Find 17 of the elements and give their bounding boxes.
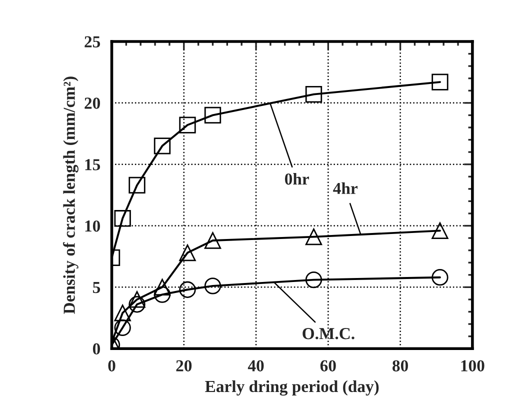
y-tick-label: 0 bbox=[92, 343, 100, 355]
x-tick-label: 60 bbox=[320, 360, 336, 372]
x-tick-label: 80 bbox=[392, 360, 408, 372]
x-tick-label: 100 bbox=[461, 360, 484, 372]
y-tick-label: 15 bbox=[85, 159, 100, 170]
x-tick-label: 40 bbox=[248, 360, 264, 372]
annotation: 0hr bbox=[284, 172, 309, 185]
annotation: 4hr bbox=[333, 182, 358, 194]
x-tick-label: 20 bbox=[176, 360, 192, 372]
y-tick-label: 25 bbox=[84, 36, 100, 48]
x-axis-title: Early dring period (day) bbox=[205, 380, 379, 396]
x-tick-label: 0 bbox=[108, 360, 116, 372]
y-axis-title: Density of crack length (mm/cm²) bbox=[63, 76, 78, 314]
annotation: O.M.C. bbox=[302, 328, 354, 340]
y-tick-label: 20 bbox=[84, 98, 100, 109]
y-tick-label: 10 bbox=[85, 220, 100, 232]
y-tick-label: 5 bbox=[92, 282, 100, 294]
